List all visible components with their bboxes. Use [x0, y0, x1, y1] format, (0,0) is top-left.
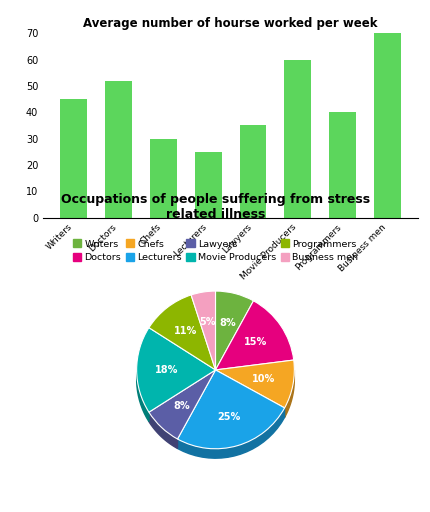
Text: 8%: 8% [219, 317, 235, 328]
Legend: Writers, Doctors, Chefs, Lecturers, Lawyers, Movie Producers, Programmers, Busin: Writers, Doctors, Chefs, Lecturers, Lawy… [69, 236, 361, 266]
Ellipse shape [136, 337, 294, 416]
Text: 8%: 8% [173, 400, 190, 411]
Bar [239, 125, 266, 218]
Title: Average number of hourse worked per week: Average number of hourse worked per week [83, 16, 377, 30]
Bar [284, 60, 310, 218]
Bar [105, 81, 132, 218]
Ellipse shape [136, 334, 294, 413]
Wedge shape [149, 370, 215, 439]
Wedge shape [136, 328, 215, 412]
Ellipse shape [136, 338, 294, 417]
Ellipse shape [136, 336, 294, 415]
Wedge shape [215, 291, 253, 370]
Wedge shape [215, 360, 294, 408]
Wedge shape [149, 295, 215, 370]
Wedge shape [177, 370, 284, 449]
Text: 15%: 15% [244, 337, 267, 348]
Text: Hours worked and stress levels amongst professionals in eight groups: Hours worked and stress levels amongst p… [21, 493, 409, 503]
Polygon shape [177, 408, 284, 458]
Bar [150, 139, 176, 218]
Polygon shape [136, 372, 149, 421]
Bar [60, 99, 87, 218]
Bar [329, 112, 355, 218]
Text: Occupations of people suffering from stress
related illness: Occupations of people suffering from str… [61, 194, 369, 221]
Ellipse shape [136, 333, 294, 412]
Text: 25%: 25% [217, 412, 240, 422]
Polygon shape [284, 371, 294, 417]
Text: 11%: 11% [174, 326, 197, 336]
Ellipse shape [136, 331, 294, 410]
Ellipse shape [136, 332, 294, 411]
Text: 18%: 18% [154, 365, 178, 375]
Ellipse shape [136, 340, 294, 419]
Wedge shape [190, 291, 215, 370]
Polygon shape [149, 412, 177, 449]
Wedge shape [215, 301, 293, 370]
Text: 10%: 10% [251, 374, 274, 384]
Bar [194, 152, 221, 218]
Bar [373, 33, 400, 218]
Text: 5%: 5% [199, 316, 215, 327]
